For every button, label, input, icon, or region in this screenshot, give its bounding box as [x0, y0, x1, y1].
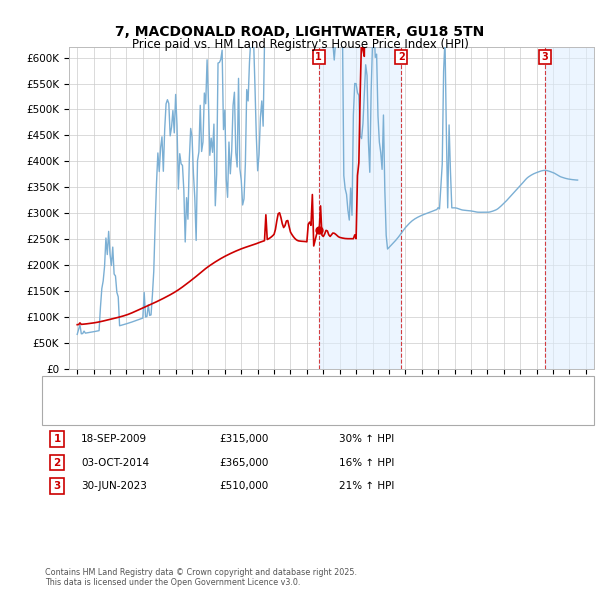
Text: 30% ↑ HPI: 30% ↑ HPI [339, 434, 394, 444]
Text: 21% ↑ HPI: 21% ↑ HPI [339, 481, 394, 491]
Text: 18-SEP-2009: 18-SEP-2009 [81, 434, 147, 444]
Bar [545, 47, 594, 369]
Text: 3: 3 [541, 52, 548, 62]
Text: 16% ↑ HPI: 16% ↑ HPI [339, 458, 394, 467]
Text: ——: —— [57, 406, 85, 420]
Text: 3: 3 [53, 481, 61, 491]
Text: £510,000: £510,000 [219, 481, 268, 491]
Text: 2: 2 [398, 52, 404, 62]
Text: £315,000: £315,000 [219, 434, 268, 444]
Text: £365,000: £365,000 [219, 458, 268, 467]
Text: Price paid vs. HM Land Registry's House Price Index (HPI): Price paid vs. HM Land Registry's House … [131, 38, 469, 51]
Text: 03-OCT-2014: 03-OCT-2014 [81, 458, 149, 467]
Text: ——: —— [57, 393, 85, 407]
Text: HPI: Average price, semi-detached house, Surrey Heath: HPI: Average price, semi-detached house,… [93, 408, 358, 418]
Text: 1: 1 [316, 52, 322, 62]
Text: 1: 1 [53, 434, 61, 444]
Text: 7, MACDONALD ROAD, LIGHTWATER, GU18 5TN (semi-detached house): 7, MACDONALD ROAD, LIGHTWATER, GU18 5TN … [93, 395, 431, 405]
Text: 2: 2 [53, 458, 61, 467]
Text: 30-JUN-2023: 30-JUN-2023 [81, 481, 147, 491]
Bar [319, 47, 401, 369]
Text: Contains HM Land Registry data © Crown copyright and database right 2025.
This d: Contains HM Land Registry data © Crown c… [45, 568, 357, 587]
Text: 7, MACDONALD ROAD, LIGHTWATER, GU18 5TN: 7, MACDONALD ROAD, LIGHTWATER, GU18 5TN [115, 25, 485, 40]
